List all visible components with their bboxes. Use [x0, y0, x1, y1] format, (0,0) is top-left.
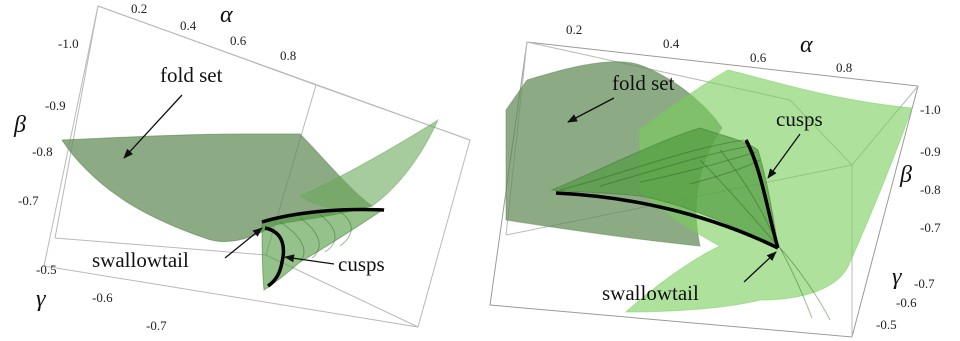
svg-text:-0.7: -0.7	[920, 220, 941, 235]
right-alpha-symbol: α	[800, 32, 813, 58]
left-cusp-curve-lower	[264, 226, 286, 288]
left-cusp-lobe	[261, 208, 386, 291]
right-cusp-curve-lower	[555, 191, 779, 250]
svg-text:0.6: 0.6	[230, 33, 247, 48]
svg-text:0.2: 0.2	[566, 22, 582, 37]
svg-text:0.8: 0.8	[280, 48, 296, 63]
svg-text:0.6: 0.6	[750, 50, 767, 65]
right-gamma-ticks: -0.7 -0.6 -0.5	[876, 276, 935, 332]
left-fold-set-label: fold set	[160, 63, 223, 87]
left-swallowtail-arrow	[224, 227, 263, 259]
left-cusps-arrow	[284, 254, 335, 265]
left-panel: 0.2 0.4 0.6 0.8 α -1.0 -0.9 -0.8 -0.7 β …	[13, 1, 471, 333]
left-alpha-ticks: 0.2 0.4 0.6 0.8	[131, 1, 296, 63]
right-beta-symbol: β	[899, 162, 912, 188]
right-swallowtail-arrow	[743, 251, 777, 283]
svg-text:-0.9: -0.9	[45, 98, 66, 113]
right-cusp-fan	[551, 127, 779, 247]
right-cusp-curve-upper	[744, 139, 780, 249]
left-alpha-symbol: α	[220, 2, 233, 28]
svg-text:-0.5: -0.5	[876, 317, 897, 332]
right-fold-set-arrow	[567, 97, 615, 123]
left-gamma-symbol: γ	[36, 286, 46, 312]
right-cusps-label: cusps	[776, 107, 823, 131]
right-gamma-symbol: γ	[892, 264, 902, 290]
svg-text:0.8: 0.8	[836, 60, 852, 75]
svg-text:-1.0: -1.0	[58, 36, 79, 51]
svg-text:-0.8: -0.8	[920, 182, 941, 197]
svg-text:-0.6: -0.6	[92, 290, 113, 305]
svg-text:-0.9: -0.9	[920, 144, 941, 159]
left-bounding-box	[43, 5, 471, 328]
right-fold-set-label: fold set	[612, 71, 675, 95]
right-panel: 0.2 0.4 0.6 0.8 α -1.0 -0.9 -0.8 -0.7 β …	[489, 22, 941, 338]
right-beta-ticks: -1.0 -0.9 -0.8 -0.7	[920, 102, 941, 235]
svg-text:-0.5: -0.5	[36, 262, 57, 277]
svg-text:-0.8: -0.8	[32, 144, 53, 159]
svg-text:-0.7: -0.7	[146, 318, 167, 333]
left-beta-ticks: -1.0 -0.9 -0.8 -0.7	[18, 36, 79, 208]
left-beta-symbol: β	[13, 112, 26, 138]
left-cusp-curve-upper	[261, 207, 385, 224]
left-cusps-label: cusps	[338, 252, 385, 276]
svg-text:-0.7: -0.7	[18, 193, 39, 208]
svg-text:-0.7: -0.7	[914, 276, 935, 291]
svg-text:-0.6: -0.6	[896, 295, 917, 310]
left-swallowtail-label: swallowtail	[92, 248, 189, 272]
left-gamma-ticks: -0.5 -0.6 -0.7	[36, 262, 167, 333]
right-swallowtail-label: swallowtail	[602, 281, 699, 305]
svg-text:0.4: 0.4	[663, 36, 680, 51]
right-cusps-arrow	[767, 133, 801, 179]
svg-text:-1.0: -1.0	[920, 102, 941, 117]
svg-text:0.2: 0.2	[131, 1, 147, 16]
right-alpha-ticks: 0.2 0.4 0.6 0.8	[566, 22, 852, 75]
svg-text:0.4: 0.4	[180, 18, 197, 33]
left-fold-set-arrow	[123, 94, 183, 159]
